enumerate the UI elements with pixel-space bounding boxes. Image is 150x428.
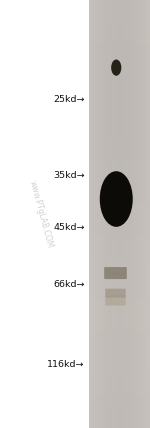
FancyBboxPatch shape (105, 289, 126, 298)
Ellipse shape (111, 59, 121, 76)
Bar (114, 0, 117, 428)
Bar (89, 374, 150, 385)
Text: 35kd→: 35kd→ (53, 171, 85, 180)
Bar (132, 0, 135, 428)
Bar (89, 203, 150, 214)
Bar (89, 385, 150, 396)
Bar (89, 118, 150, 128)
Bar (123, 0, 126, 428)
Bar (89, 21, 150, 32)
Bar (89, 107, 150, 118)
Bar (126, 0, 129, 428)
Bar (120, 0, 123, 428)
Bar (129, 0, 132, 428)
Text: 66kd→: 66kd→ (53, 280, 85, 289)
Bar (89, 54, 150, 64)
Bar (89, 342, 150, 353)
Bar (89, 96, 150, 107)
Bar (89, 310, 150, 321)
Bar (89, 75, 150, 86)
Bar (89, 417, 150, 428)
Bar (89, 86, 150, 96)
Bar (89, 332, 150, 342)
Bar (89, 289, 150, 300)
Bar (107, 0, 111, 428)
Bar (89, 182, 150, 193)
Bar (89, 396, 150, 407)
Bar (89, 32, 150, 43)
Text: 116kd→: 116kd→ (47, 360, 85, 369)
Bar (89, 0, 92, 428)
Bar (89, 214, 150, 225)
Bar (89, 128, 150, 139)
Bar (89, 246, 150, 257)
Bar (138, 0, 141, 428)
Bar (89, 139, 150, 150)
Bar (117, 0, 120, 428)
Bar (89, 64, 150, 75)
Bar (104, 0, 107, 428)
Bar (89, 235, 150, 246)
Bar (92, 0, 95, 428)
Bar (144, 0, 147, 428)
FancyBboxPatch shape (104, 267, 127, 279)
Bar (89, 257, 150, 268)
Bar (89, 364, 150, 374)
Text: www.PTgLAB.COM: www.PTgLAB.COM (27, 179, 54, 249)
Bar (89, 171, 150, 182)
Bar (89, 407, 150, 417)
Bar (89, 43, 150, 54)
Bar (89, 321, 150, 332)
Bar (111, 0, 114, 428)
Bar (89, 268, 150, 278)
FancyBboxPatch shape (105, 295, 126, 306)
Text: 45kd→: 45kd→ (53, 223, 85, 232)
Bar (89, 11, 150, 21)
Bar (101, 0, 104, 428)
Bar (89, 225, 150, 235)
Bar (89, 353, 150, 364)
Bar (95, 0, 98, 428)
Bar (89, 160, 150, 171)
Text: 25kd→: 25kd→ (53, 95, 85, 104)
Bar (147, 0, 150, 428)
Bar (135, 0, 138, 428)
Bar (89, 150, 150, 160)
Bar (141, 0, 144, 428)
Ellipse shape (100, 171, 133, 227)
Bar (89, 300, 150, 310)
Bar (89, 193, 150, 203)
Bar (89, 278, 150, 289)
Bar (98, 0, 101, 428)
Bar (89, 0, 150, 11)
